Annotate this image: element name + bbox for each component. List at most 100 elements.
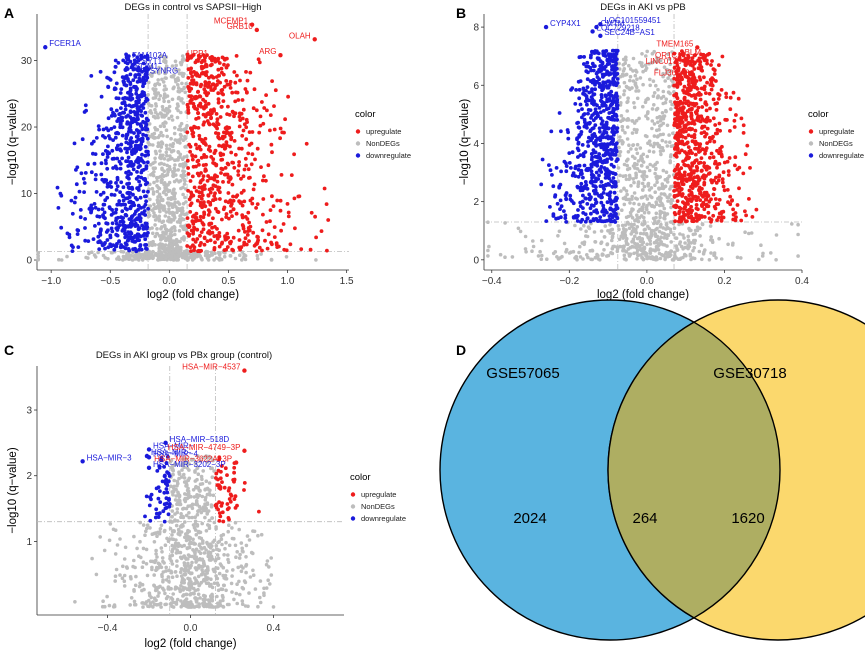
upregulated-point — [230, 161, 234, 165]
downregulated-point — [563, 160, 567, 164]
downregulated-point — [604, 81, 608, 85]
nondeg-point — [726, 243, 730, 247]
upregulated-point — [313, 215, 317, 219]
upregulated-point — [253, 87, 257, 91]
upregulated-point — [715, 101, 719, 105]
downregulated-point — [574, 174, 578, 178]
upregulated-point — [245, 91, 249, 95]
highlight-point-up — [255, 28, 259, 32]
upregulated-point — [203, 243, 207, 247]
downregulated-point — [614, 83, 618, 87]
upregulated-point — [702, 161, 706, 165]
nondeg-point — [113, 579, 117, 583]
upregulated-point — [718, 198, 722, 202]
nondeg-point — [648, 169, 652, 173]
nondeg-point — [652, 150, 656, 154]
upregulated-point — [189, 179, 193, 183]
downregulated-point — [119, 91, 123, 95]
downregulated-point — [605, 84, 609, 88]
upregulated-point — [290, 173, 294, 177]
upregulated-point — [238, 118, 242, 122]
upregulated-point — [676, 108, 680, 112]
gene-label: ARG — [259, 47, 276, 56]
upregulated-point — [242, 189, 246, 193]
nondeg-point — [151, 187, 155, 191]
nondeg-point — [174, 60, 178, 64]
upregulated-point — [721, 181, 725, 185]
nondeg-point — [661, 115, 665, 119]
nondeg-point — [36, 251, 40, 255]
upregulated-point — [683, 97, 687, 101]
nondeg-point — [671, 132, 675, 136]
downregulated-point — [133, 151, 137, 155]
upregulated-point — [217, 74, 221, 78]
downregulated-point — [76, 245, 80, 249]
nondeg-point — [666, 226, 670, 230]
upregulated-point — [229, 204, 233, 208]
downregulated-point — [144, 199, 148, 203]
upregulated-point — [221, 153, 225, 157]
nondeg-point — [605, 254, 609, 258]
nondeg-point — [155, 232, 159, 236]
upregulated-point — [203, 204, 207, 208]
downregulated-point — [590, 169, 594, 173]
nondeg-point — [160, 524, 164, 528]
upregulated-point — [187, 225, 191, 229]
downregulated-point — [608, 71, 612, 75]
x-tick-label: 0.5 — [222, 276, 236, 287]
nondeg-point — [663, 79, 667, 83]
nondeg-point — [647, 211, 651, 215]
downregulated-point — [593, 87, 597, 91]
nondeg-point — [666, 199, 670, 203]
nondeg-point — [270, 573, 274, 577]
nondeg-point — [624, 58, 628, 62]
upregulated-point — [279, 229, 283, 233]
downregulated-point — [587, 91, 591, 95]
nondeg-point — [584, 230, 588, 234]
upregulated-point — [227, 180, 231, 184]
downregulated-point — [613, 64, 617, 68]
upregulated-point — [286, 95, 290, 99]
upregulated-point — [258, 246, 262, 250]
nondeg-point — [598, 258, 602, 262]
nondeg-point — [165, 135, 169, 139]
nondeg-point — [646, 155, 650, 159]
nondeg-point — [691, 256, 695, 260]
nondeg-point — [180, 60, 184, 64]
upregulated-point — [280, 173, 284, 177]
nondeg-point — [176, 140, 180, 144]
nondeg-point — [164, 121, 168, 125]
upregulated-point — [240, 147, 244, 151]
nondeg-point — [643, 211, 647, 215]
nondeg-point — [602, 248, 606, 252]
nondeg-point — [634, 163, 638, 167]
highlight-point-up — [683, 57, 687, 61]
nondeg-point — [665, 170, 669, 174]
nondeg-point — [90, 557, 94, 561]
upregulated-point — [695, 109, 699, 113]
downregulated-point — [116, 178, 120, 182]
upregulated-point — [720, 88, 724, 92]
downregulated-point — [78, 190, 82, 194]
nondeg-point — [648, 78, 652, 82]
downregulated-point — [586, 144, 590, 148]
nondeg-point — [167, 190, 171, 194]
downregulated-point — [549, 168, 553, 172]
nondeg-point — [165, 154, 169, 158]
upregulated-point — [204, 71, 208, 75]
nondeg-point — [629, 252, 633, 256]
nondeg-point — [173, 233, 177, 237]
nondeg-point — [683, 241, 687, 245]
downregulated-point — [127, 170, 131, 174]
upregulated-point — [703, 88, 707, 92]
nondeg-point — [634, 74, 638, 78]
downregulated-point — [129, 73, 133, 77]
nondeg-point — [589, 258, 593, 262]
legend-entry: upregulate — [819, 127, 854, 136]
upregulated-point — [250, 162, 254, 166]
downregulated-point — [589, 53, 593, 57]
nondeg-point — [152, 573, 156, 577]
upregulated-point — [220, 91, 224, 95]
upregulated-point — [242, 129, 246, 133]
downregulated-point — [541, 158, 545, 162]
